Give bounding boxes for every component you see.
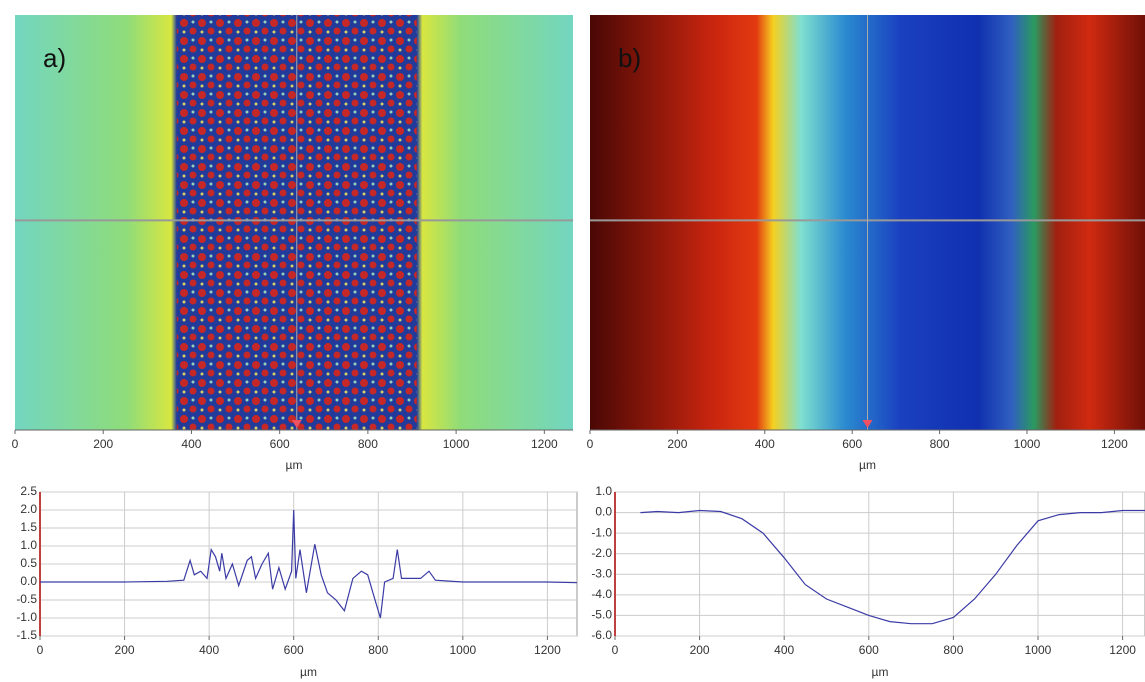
x-tick-label: 1200 (534, 643, 561, 657)
y-tick-label: 0.0 (20, 574, 37, 588)
x-tick-label: 200 (93, 437, 113, 451)
y-tick-label: -2.0 (591, 546, 612, 560)
x-tick-label: 400 (755, 437, 775, 451)
y-tick-label: 2.0 (20, 502, 37, 516)
y-tick-label: 0.0 (595, 505, 612, 519)
x-tick-label: 1200 (1101, 437, 1128, 451)
x-tick-label: 1000 (1025, 643, 1052, 657)
x-tick-label: 800 (358, 437, 378, 451)
x-tick-label: 200 (667, 437, 687, 451)
x-tick-label: 200 (115, 643, 135, 657)
x-tick-label: 800 (368, 643, 388, 657)
x-axis-label: µm (872, 665, 889, 679)
y-tick-label: -6.0 (591, 628, 612, 642)
x-tick-label: 600 (270, 437, 290, 451)
x-tick-label: 0 (12, 437, 19, 451)
plot-area (614, 491, 1145, 637)
x-tick-label: 0 (37, 643, 44, 657)
y-tick-label: -1.0 (16, 610, 37, 624)
x-tick-label: 1200 (1109, 643, 1136, 657)
x-axis-label: µm (300, 665, 317, 679)
y-tick-label: 1.0 (20, 538, 37, 552)
y-tick-label: 1.5 (20, 520, 37, 534)
y-tick-label: 1.0 (595, 484, 612, 498)
x-axis-label: µm (286, 458, 303, 472)
x-tick-label: 600 (859, 643, 879, 657)
x-tick-label: 0 (612, 643, 619, 657)
y-tick-label: -0.5 (16, 592, 37, 606)
profile-line (640, 509, 1145, 625)
x-axis-label: µm (859, 458, 876, 472)
y-tick-label: -5.0 (591, 608, 612, 622)
cursor-marker (291, 420, 302, 428)
x-tick-label: 1200 (531, 437, 558, 451)
x-tick-label: 600 (284, 643, 304, 657)
panel-label: a) (43, 43, 66, 73)
x-tick-label: 800 (943, 643, 963, 657)
y-tick-label: 0.5 (20, 556, 37, 570)
x-tick-label: 600 (842, 437, 862, 451)
y-tick-label: -3.0 (591, 566, 612, 580)
y-tick-label: 2.5 (20, 484, 37, 498)
x-tick-label: 1000 (449, 643, 476, 657)
x-tick-label: 400 (774, 643, 794, 657)
x-tick-label: 200 (690, 643, 710, 657)
y-tick-label: -1.0 (591, 525, 612, 539)
profile-line (40, 509, 578, 619)
y-tick-label: -1.5 (16, 628, 37, 642)
x-tick-label: 1000 (443, 437, 470, 451)
y-tick-label: -4.0 (591, 587, 612, 601)
x-tick-label: 400 (181, 437, 201, 451)
x-tick-label: 1000 (1014, 437, 1041, 451)
x-tick-label: 800 (930, 437, 950, 451)
x-tick-label: 400 (199, 643, 219, 657)
panel-label: b) (618, 43, 641, 73)
x-tick-label: 0 (587, 437, 594, 451)
cursor-marker (862, 420, 873, 428)
